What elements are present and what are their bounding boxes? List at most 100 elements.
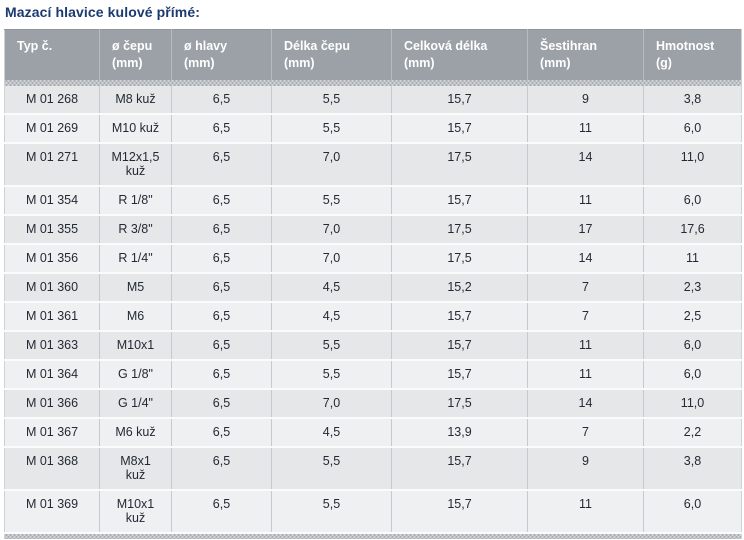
cell-celkova-delka: 15,7 [391, 447, 528, 491]
cell-celkova-delka: 17,5 [391, 143, 528, 187]
header-divider [4, 80, 742, 86]
cell-hlava-prumer: 6,5 [171, 389, 272, 419]
col-header-label: ø hlavy [184, 39, 228, 53]
cell-hmotnost: 6,0 [643, 360, 742, 390]
cell-cep-prumer: M10x1 [99, 331, 172, 361]
table-body: M 01 268 M8 kuž 6,5 5,5 15,7 9 3,8 M 01 … [4, 86, 742, 534]
cell-delka-cepu: 5,5 [271, 186, 392, 216]
cell-celkova-delka: 15,7 [391, 302, 528, 332]
cell-typ: M 01 356 [4, 244, 100, 274]
cell-hlava-prumer: 6,5 [171, 86, 272, 115]
header-divider-row [4, 80, 742, 86]
cell-delka-cepu: 4,5 [271, 418, 392, 448]
cell-sestihran: 11 [527, 490, 644, 534]
cell-cep-prumer: G 1/8" [99, 360, 172, 390]
cell-sestihran: 14 [527, 143, 644, 187]
cell-sestihran: 11 [527, 360, 644, 390]
cell-cep-prumer: G 1/4" [99, 389, 172, 419]
cell-celkova-delka: 15,7 [391, 490, 528, 534]
col-header-unit: (mm) [184, 56, 215, 70]
cell-celkova-delka: 15,7 [391, 86, 528, 115]
cell-hlava-prumer: 6,5 [171, 186, 272, 216]
cell-hmotnost: 3,8 [643, 86, 742, 115]
table-row: M 01 361 M6 6,5 4,5 15,7 7 2,5 [4, 302, 742, 332]
cell-hlava-prumer: 6,5 [171, 215, 272, 245]
table-row: M 01 368 M8x1 kuž 6,5 5,5 15,7 9 3,8 [4, 447, 742, 491]
col-header-cep-prumer: ø čepu (mm) [99, 29, 172, 80]
cell-cep-prumer: R 1/8" [99, 186, 172, 216]
footer-divider-row [4, 533, 742, 539]
cell-typ: M 01 354 [4, 186, 100, 216]
cell-delka-cepu: 7,0 [271, 143, 392, 187]
cell-typ: M 01 271 [4, 143, 100, 187]
table-row: M 01 355 R 3/8" 6,5 7,0 17,5 17 17,6 [4, 215, 742, 245]
table-header: Typ č. ø čepu (mm) ø hlavy (mm) Délka če… [4, 29, 742, 86]
cell-sestihran: 14 [527, 244, 644, 274]
cell-typ: M 01 269 [4, 114, 100, 144]
cell-celkova-delka: 17,5 [391, 389, 528, 419]
cell-hmotnost: 11,0 [643, 389, 742, 419]
col-header-sestihran: Šestihran (mm) [527, 29, 644, 80]
table-footer [4, 533, 742, 539]
col-header-unit: (mm) [284, 56, 315, 70]
cell-celkova-delka: 15,7 [391, 360, 528, 390]
cell-typ: M 01 369 [4, 490, 100, 534]
cell-hmotnost: 6,0 [643, 186, 742, 216]
cell-delka-cepu: 5,5 [271, 86, 392, 115]
cell-typ: M 01 368 [4, 447, 100, 491]
cell-hlava-prumer: 6,5 [171, 490, 272, 534]
table-row: M 01 271 M12x1,5 kuž 6,5 7,0 17,5 14 11,… [4, 143, 742, 187]
cell-hlava-prumer: 6,5 [171, 114, 272, 144]
cell-celkova-delka: 15,7 [391, 186, 528, 216]
cell-delka-cepu: 5,5 [271, 447, 392, 491]
cell-hlava-prumer: 6,5 [171, 418, 272, 448]
cell-cep-prumer: R 1/4" [99, 244, 172, 274]
col-header-typ: Typ č. [4, 29, 100, 80]
cell-celkova-delka: 13,9 [391, 418, 528, 448]
cell-hlava-prumer: 6,5 [171, 244, 272, 274]
cell-cep-prumer: M8x1 kuž [99, 447, 172, 491]
col-header-label: Typ č. [17, 39, 53, 53]
table-row: M 01 356 R 1/4" 6,5 7,0 17,5 14 11 [4, 244, 742, 274]
cell-celkova-delka: 15,2 [391, 273, 528, 303]
cell-delka-cepu: 5,5 [271, 490, 392, 534]
cell-hmotnost: 2,2 [643, 418, 742, 448]
table-row: M 01 268 M8 kuž 6,5 5,5 15,7 9 3,8 [4, 86, 742, 115]
cell-hmotnost: 17,6 [643, 215, 742, 245]
cell-sestihran: 11 [527, 114, 644, 144]
cell-sestihran: 11 [527, 331, 644, 361]
cell-hmotnost: 11,0 [643, 143, 742, 187]
table-row: M 01 354 R 1/8" 6,5 5,5 15,7 11 6,0 [4, 186, 742, 216]
cell-typ: M 01 367 [4, 418, 100, 448]
table-row: M 01 363 M10x1 6,5 5,5 15,7 11 6,0 [4, 331, 742, 361]
cell-hlava-prumer: 6,5 [171, 447, 272, 491]
page-title: Mazací hlavice kulové přímé: [5, 4, 200, 20]
page: Mazací hlavice kulové přímé: Typ č. ø če… [4, 4, 742, 539]
col-header-unit: (mm) [404, 56, 435, 70]
footer-divider [4, 533, 742, 539]
cell-hlava-prumer: 6,5 [171, 143, 272, 187]
cell-sestihran: 17 [527, 215, 644, 245]
cell-delka-cepu: 4,5 [271, 302, 392, 332]
cell-typ: M 01 360 [4, 273, 100, 303]
cell-sestihran: 9 [527, 86, 644, 115]
cell-hmotnost: 6,0 [643, 114, 742, 144]
cell-delka-cepu: 5,5 [271, 360, 392, 390]
col-header-unit: (g) [656, 56, 672, 70]
cell-cep-prumer: R 3/8" [99, 215, 172, 245]
cell-cep-prumer: M5 [99, 273, 172, 303]
cell-hmotnost: 3,8 [643, 447, 742, 491]
col-header-hmotnost: Hmotnost (g) [643, 29, 742, 80]
cell-typ: M 01 355 [4, 215, 100, 245]
table-row: M 01 360 M5 6,5 4,5 15,2 7 2,3 [4, 273, 742, 303]
cell-sestihran: 7 [527, 418, 644, 448]
col-header-unit: (mm) [112, 56, 143, 70]
cell-typ: M 01 364 [4, 360, 100, 390]
col-header-hlava-prumer: ø hlavy (mm) [171, 29, 272, 80]
spec-table: Typ č. ø čepu (mm) ø hlavy (mm) Délka če… [4, 29, 742, 539]
cell-hmotnost: 6,0 [643, 331, 742, 361]
cell-hmotnost: 2,3 [643, 273, 742, 303]
cell-hlava-prumer: 6,5 [171, 360, 272, 390]
cell-celkova-delka: 17,5 [391, 244, 528, 274]
cell-cep-prumer: M12x1,5 kuž [99, 143, 172, 187]
